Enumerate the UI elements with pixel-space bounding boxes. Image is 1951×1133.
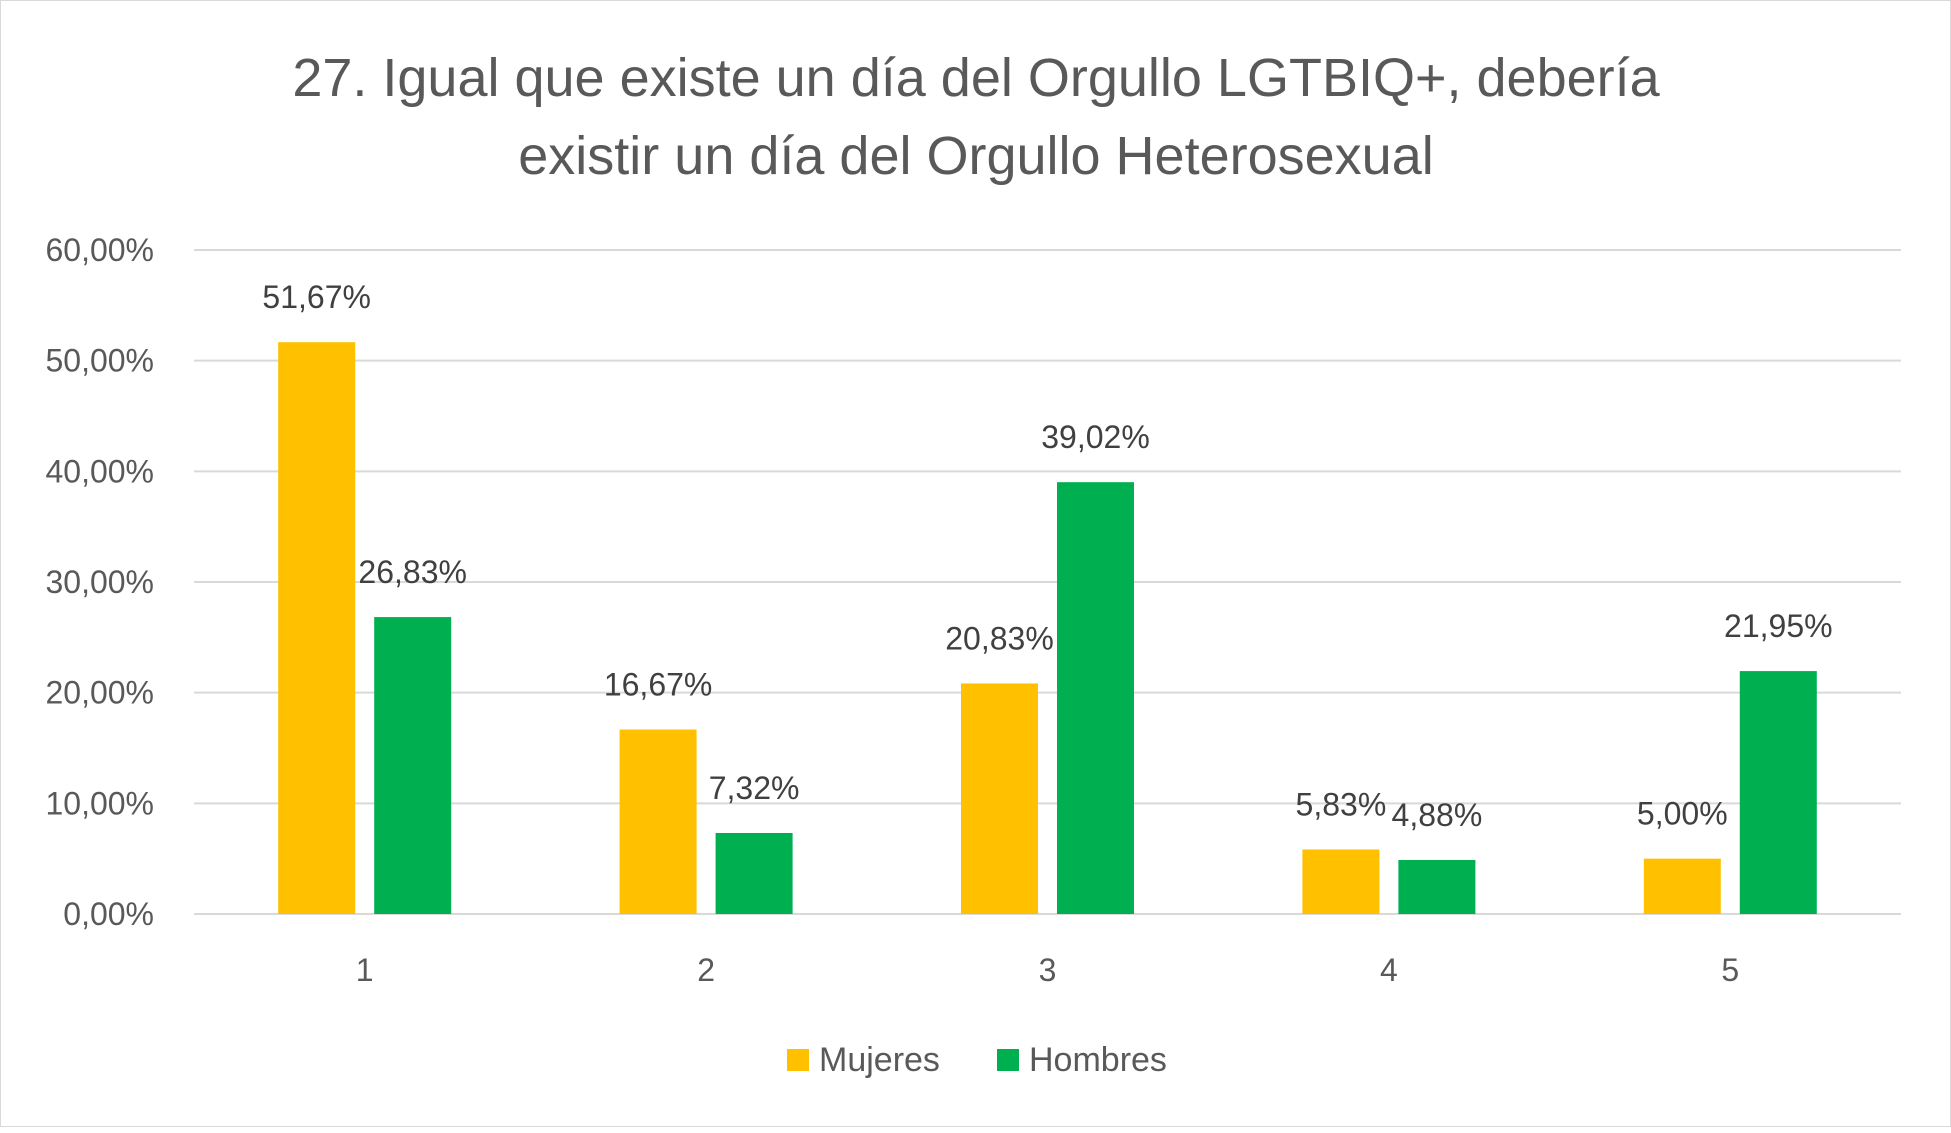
- legend-swatch-hombres: [997, 1049, 1019, 1071]
- data-label: 5,83%: [1296, 786, 1387, 822]
- data-label: 5,00%: [1637, 796, 1728, 832]
- y-tick-label: 30,00%: [45, 564, 154, 600]
- legend-swatch-mujeres: [787, 1049, 809, 1071]
- data-label: 26,83%: [358, 554, 467, 590]
- bar-mujeres: [619, 729, 697, 914]
- bar-hombres: [1057, 482, 1134, 914]
- legend: Mujeres Hombres: [787, 1041, 1167, 1079]
- x-tick-label: 3: [1039, 952, 1057, 988]
- bar-hombres: [374, 617, 452, 914]
- bar-mujeres: [278, 342, 356, 915]
- x-tick-label: 1: [356, 952, 374, 988]
- y-axis-ticks: 0,00% 10,00% 20,00% 30,00% 40,00% 50,00% 60,00…: [45, 232, 154, 932]
- legend-label-hombres: Hombres: [1029, 1041, 1167, 1079]
- y-tick-label: 40,00%: [45, 453, 154, 489]
- y-tick-label: 0,00%: [63, 896, 154, 932]
- x-tick-label: 4: [1380, 952, 1398, 988]
- bar-hombres: [1398, 859, 1476, 914]
- bar-hombres: [1739, 671, 1817, 914]
- bar-hombres: [715, 832, 793, 914]
- chart-title-line-1: 27. Igual que existe un día del Orgullo …: [292, 48, 1660, 108]
- y-tick-label: 10,00%: [45, 785, 154, 821]
- bar-mujeres: [1643, 858, 1721, 914]
- data-label: 16,67%: [604, 667, 713, 703]
- data-labels: 51,67% 26,83% 16,67% 7,32% 20,83% 39,02% 5,83%…: [262, 279, 1832, 833]
- chart-title: 27. Igual que existe un día del Orgullo …: [292, 48, 1660, 186]
- data-label: 7,32%: [709, 770, 800, 806]
- bars: [278, 342, 1817, 915]
- data-label: 39,02%: [1041, 419, 1150, 455]
- x-tick-label: 2: [697, 952, 715, 988]
- y-tick-label: 60,00%: [45, 232, 154, 268]
- bar-mujeres: [961, 683, 1038, 914]
- data-label: 51,67%: [262, 279, 371, 315]
- y-tick-label: 20,00%: [45, 675, 154, 711]
- gridlines: [194, 249, 1901, 915]
- chart-title-line-2: existir un día del Orgullo Heterosexual: [518, 126, 1433, 186]
- x-tick-label: 5: [1721, 952, 1739, 988]
- data-label: 4,88%: [1392, 797, 1483, 833]
- y-tick-label: 50,00%: [45, 343, 154, 379]
- bar-mujeres: [1302, 849, 1380, 914]
- data-label: 20,83%: [945, 620, 1054, 656]
- data-label: 21,95%: [1724, 608, 1833, 644]
- legend-label-mujeres: Mujeres: [819, 1041, 940, 1079]
- x-axis-ticks: 1 2 3 4 5: [356, 952, 1739, 988]
